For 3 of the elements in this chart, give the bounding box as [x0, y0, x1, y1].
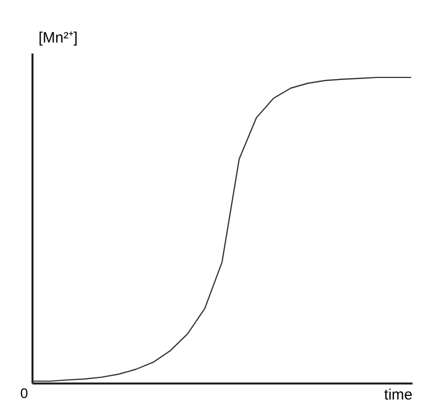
x-axis-title: time — [384, 386, 412, 404]
text: 0 — [20, 385, 28, 401]
y-axis-title: [Mn²⁺] — [38, 30, 78, 46]
